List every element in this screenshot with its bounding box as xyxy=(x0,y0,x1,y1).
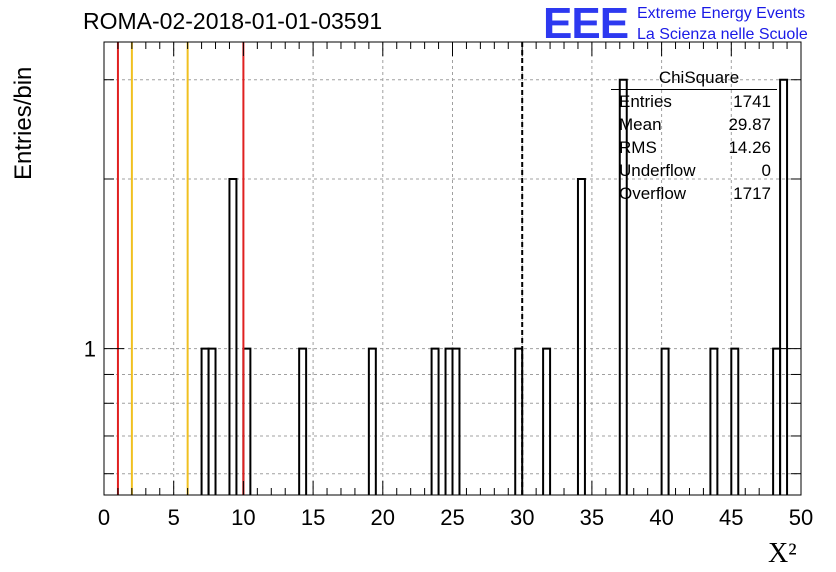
histogram-bar xyxy=(730,347,740,495)
histogram-bar xyxy=(779,78,789,495)
stats-label: RMS xyxy=(619,138,657,157)
x-axis-label: X² xyxy=(768,538,797,569)
stats-row-underflow: Underflow 0 xyxy=(611,159,777,182)
x-tick-label: 35 xyxy=(580,505,604,530)
histogram-bars xyxy=(200,78,789,495)
stats-label: Overflow xyxy=(619,184,687,203)
histogram-bar xyxy=(451,347,461,495)
histogram-bar xyxy=(618,78,628,495)
histogram-bar xyxy=(660,347,670,495)
x-tick-label: 5 xyxy=(168,505,180,530)
histogram-bar xyxy=(367,347,377,495)
reference-lines xyxy=(116,42,524,495)
x-tick-label: 30 xyxy=(510,505,534,530)
x-tick-label: 15 xyxy=(301,505,325,530)
histogram-bar xyxy=(576,177,586,495)
stats-value: 0 xyxy=(761,161,771,180)
stats-label: Underflow xyxy=(619,161,696,180)
histogram-bar xyxy=(298,347,308,495)
stats-title: ChiSquare xyxy=(611,66,777,90)
x-tick-label: 20 xyxy=(371,505,395,530)
histogram-bar xyxy=(228,177,238,495)
histogram-bar xyxy=(430,347,440,495)
histogram-bar xyxy=(200,347,210,495)
x-tick-label: 45 xyxy=(719,505,743,530)
histogram-bar xyxy=(542,347,552,495)
x-tick-label: 25 xyxy=(440,505,464,530)
x-tick-label: 10 xyxy=(231,505,255,530)
stats-label: Entries xyxy=(619,92,672,111)
y-axis-label: Entries/bin xyxy=(10,66,37,180)
stats-value: 14.26 xyxy=(728,138,771,157)
logo-line-1: Extreme Energy Events xyxy=(637,5,806,22)
histogram-bar xyxy=(709,347,719,495)
stats-value: 1717 xyxy=(733,184,771,203)
stats-value: 29.87 xyxy=(728,115,771,134)
axis-ticks: 0 5 10 15 20 25 30 35 40 45 50 1 xyxy=(84,42,813,530)
chart-title: ROMA-02-2018-01-01-03591 xyxy=(83,8,383,34)
histogram-bar xyxy=(772,347,782,495)
histogram-bar xyxy=(444,347,454,495)
histogram-bar xyxy=(514,347,524,495)
x-tick-label: 50 xyxy=(789,505,813,530)
x-tick-label: 0 xyxy=(98,505,110,530)
stats-row-entries: Entries 1741 xyxy=(611,90,777,113)
stats-row-overflow: Overflow 1717 xyxy=(611,182,777,205)
stats-label: Mean xyxy=(619,115,662,134)
eee-logo: EEE xyxy=(543,0,629,48)
x-tick-label: 40 xyxy=(649,505,673,530)
y-tick-label: 1 xyxy=(84,337,96,362)
logo-line-2: La Scienza nelle Scuole xyxy=(637,26,808,43)
stats-row-rms: RMS 14.26 xyxy=(611,136,777,159)
histogram-bar xyxy=(242,347,252,495)
stats-value: 1741 xyxy=(733,92,771,111)
stats-row-mean: Mean 29.87 xyxy=(611,113,777,136)
stats-box: ChiSquare Entries 1741 Mean 29.87 RMS 14… xyxy=(611,66,777,205)
histogram-bar xyxy=(207,347,217,495)
